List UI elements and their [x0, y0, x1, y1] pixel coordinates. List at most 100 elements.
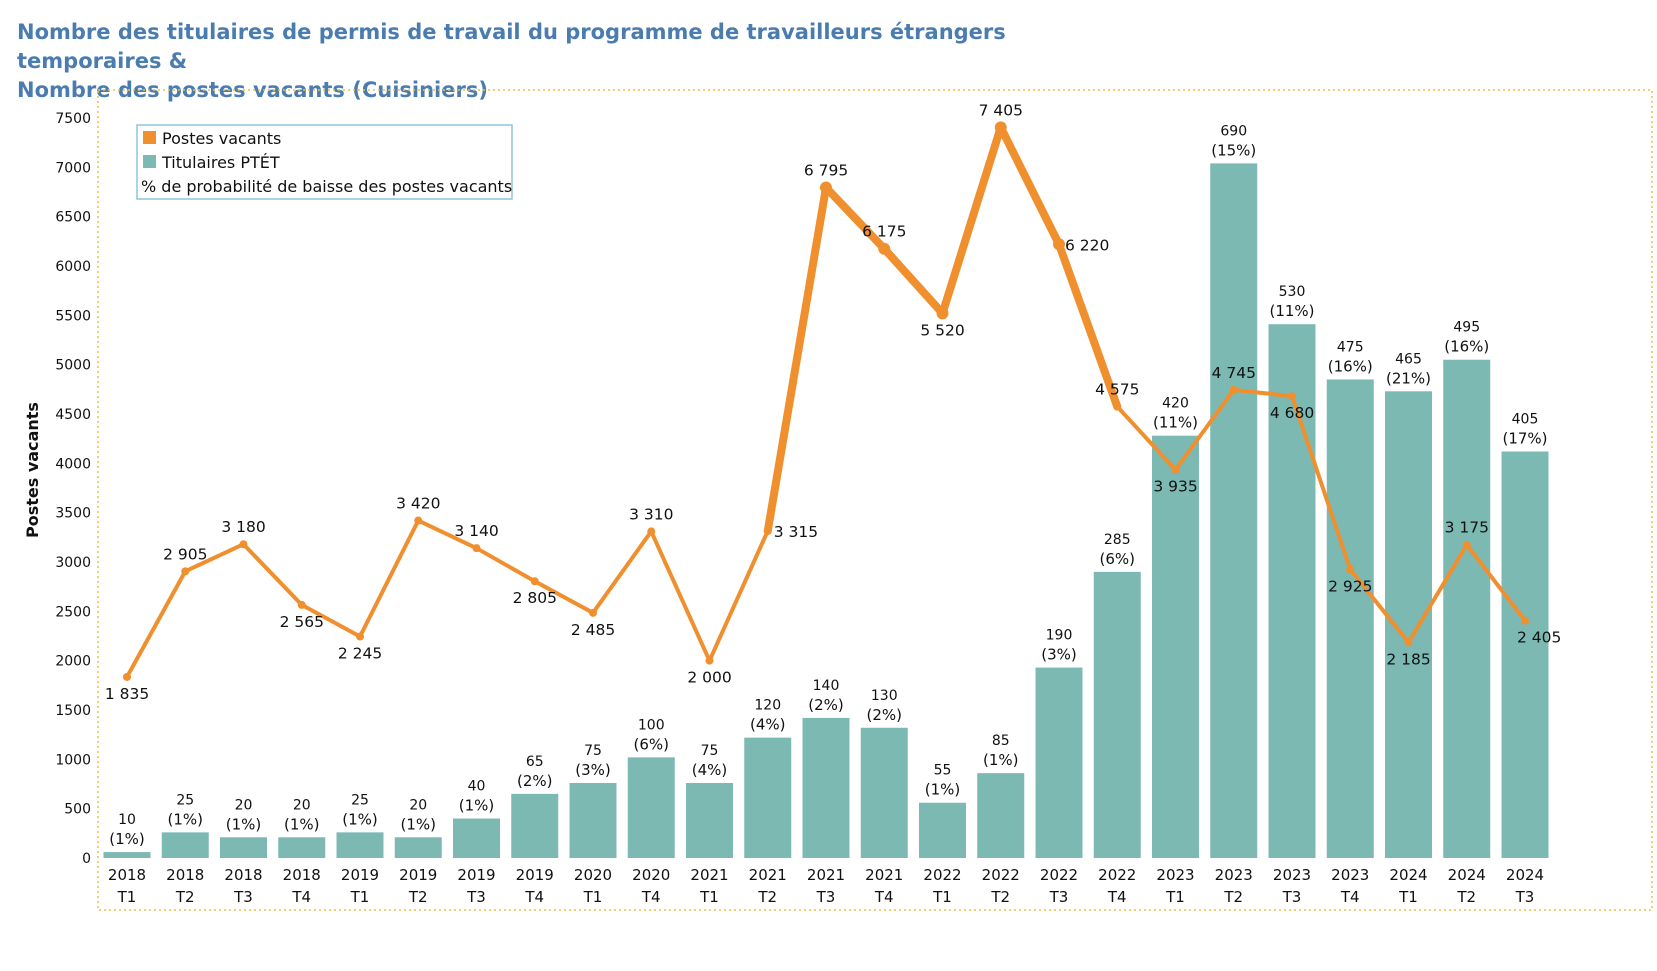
- line-point: [647, 527, 656, 536]
- bar-value-label: 25: [176, 792, 194, 808]
- x-tick-quarter: T1: [117, 888, 137, 906]
- line-point: [1288, 392, 1296, 401]
- bar: [103, 852, 151, 858]
- bar-value-label: 40: [468, 779, 486, 795]
- x-tick-year: 2020: [574, 866, 612, 884]
- line-segment: [1290, 394, 1353, 572]
- line-point-label: 5 520: [920, 321, 964, 339]
- line-point: [994, 121, 1007, 134]
- x-tick-year: 2024: [1506, 866, 1544, 884]
- bar-value-label: 140: [813, 678, 840, 694]
- line-point: [356, 632, 364, 641]
- x-tick-year: 2019: [399, 866, 437, 884]
- bar-percent-label: (21%): [1386, 369, 1431, 387]
- x-tick-year: 2018: [224, 866, 262, 884]
- y-tick-label: 500: [64, 802, 91, 818]
- x-tick-quarter: T1: [932, 888, 952, 906]
- bar: [977, 773, 1025, 858]
- line-point: [705, 656, 714, 665]
- bar-percent-label: (15%): [1211, 141, 1256, 159]
- bar-percent-label: (4%): [750, 716, 786, 734]
- x-tick-quarter: T1: [699, 888, 719, 906]
- bar-percent-label: (1%): [459, 797, 495, 815]
- y-tick-label: 4000: [55, 456, 91, 472]
- y-tick-label: 3500: [55, 506, 91, 522]
- bar-value-label: 10: [118, 812, 136, 828]
- line-point: [414, 516, 423, 525]
- bar-percent-label: (16%): [1444, 338, 1489, 356]
- x-tick-quarter: T3: [233, 888, 253, 906]
- x-tick-year: 2022: [923, 866, 961, 884]
- line-segment: [707, 528, 770, 663]
- x-tick-quarter: T1: [583, 888, 603, 906]
- x-tick-year: 2021: [690, 866, 728, 884]
- bar: [627, 757, 675, 858]
- bar-value-label: 530: [1279, 284, 1306, 300]
- bar: [1501, 451, 1549, 858]
- y-tick-label: 2500: [55, 604, 91, 620]
- line-point-label: 1 835: [105, 685, 149, 703]
- y-tick-label: 0: [82, 851, 91, 867]
- line-segment: [822, 183, 889, 253]
- y-tick-label: 2000: [55, 654, 91, 670]
- line-point-label: 4 575: [1095, 381, 1139, 399]
- bar: [919, 802, 966, 858]
- x-tick-year: 2021: [865, 866, 903, 884]
- line-point-label: 2 185: [1386, 650, 1430, 668]
- x-tick-year: 2019: [516, 866, 554, 884]
- bar-value-label: 65: [526, 754, 544, 770]
- y-tick-label: 1000: [55, 752, 91, 768]
- line-point: [1053, 238, 1065, 251]
- bar-value-label: 20: [235, 797, 253, 813]
- line-point-label: 2 000: [687, 669, 731, 687]
- x-tick-year: 2022: [1098, 866, 1136, 884]
- bar-value-label: 100: [638, 717, 665, 733]
- x-tick-year: 2018: [283, 866, 321, 884]
- line-segment: [938, 123, 1005, 318]
- bar-value-label: 55: [934, 763, 952, 779]
- bar-percent-label: (1%): [226, 815, 262, 833]
- bar-value-label: 85: [992, 733, 1010, 749]
- bar-value-label: 190: [1046, 628, 1073, 644]
- bar-value-label: 25: [351, 792, 369, 808]
- x-tick-quarter: T2: [1456, 888, 1476, 906]
- line-segment: [299, 602, 362, 639]
- bar-percent-label: (11%): [1269, 302, 1314, 320]
- x-tick-year: 2021: [749, 866, 787, 884]
- y-tick-label: 4500: [55, 407, 91, 423]
- x-tick-year: 2023: [1215, 866, 1253, 884]
- bar: [220, 837, 267, 858]
- bar-value-label: 420: [1162, 396, 1189, 412]
- bar-percent-label: (1%): [284, 815, 320, 833]
- y-axis-label: Postes vacants: [23, 402, 42, 538]
- line-point: [239, 540, 248, 549]
- line-point: [589, 608, 597, 617]
- x-tick-year: 2021: [807, 866, 845, 884]
- x-tick-quarter: T1: [1398, 888, 1418, 906]
- bar: [511, 793, 559, 858]
- y-tick-label: 6000: [55, 259, 91, 275]
- x-tick-year: 2018: [166, 866, 204, 884]
- legend-label-postes-vacants: Postes vacants: [162, 129, 281, 148]
- line-point-label: 2 925: [1328, 577, 1372, 595]
- bar: [686, 783, 733, 858]
- bar: [278, 837, 326, 858]
- y-axis: 0 500 1000 1500 2000 2500 3000 3500 4000 4500 5000…: [55, 111, 91, 867]
- bar-percent-label: (6%): [633, 735, 669, 753]
- bar-percent-label: (3%): [1041, 646, 1077, 664]
- x-tick-year: 2019: [341, 866, 379, 884]
- line-segment: [1231, 387, 1294, 399]
- bar-percent-label: (17%): [1502, 429, 1547, 447]
- y-tick-label: 7000: [55, 160, 91, 176]
- x-tick-year: 2019: [457, 866, 495, 884]
- line-segment: [1464, 542, 1527, 623]
- bar: [453, 818, 500, 858]
- bar: [860, 727, 908, 858]
- x-tick-year: 2024: [1448, 866, 1486, 884]
- line-segment: [241, 542, 304, 607]
- bar-value-label: 495: [1453, 320, 1480, 336]
- line-point-label: 2 905: [163, 545, 207, 563]
- x-tick-quarter: T2: [175, 888, 195, 906]
- line-point-label: 3 420: [396, 495, 440, 513]
